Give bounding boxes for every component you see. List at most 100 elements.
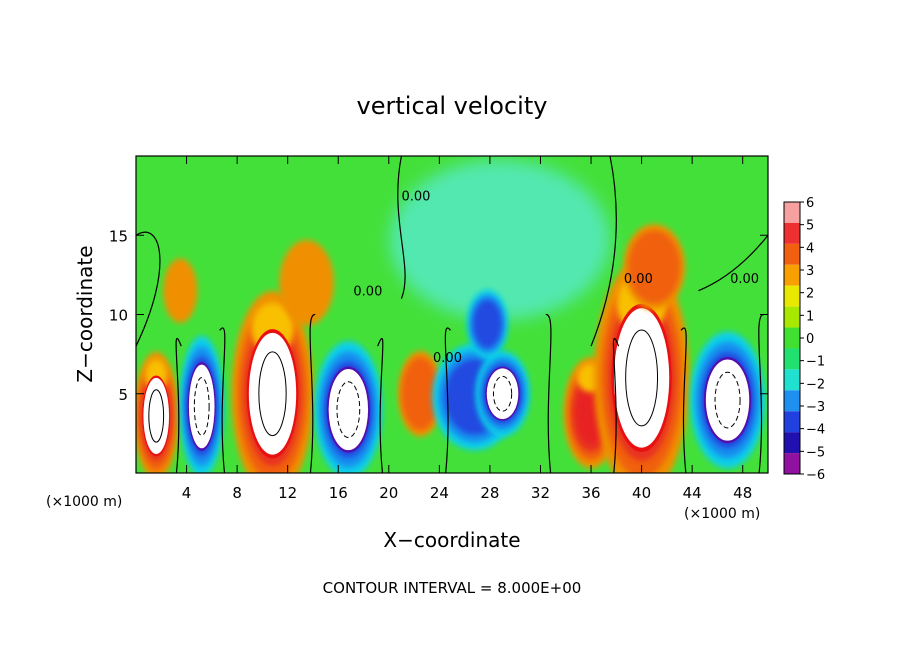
velocity-cell-11 <box>279 240 334 326</box>
velocity-cell-6 <box>475 350 530 437</box>
zero-contours <box>136 156 768 473</box>
y-tick-label: 5 <box>118 386 128 404</box>
cell-ring <box>279 240 334 326</box>
cell-ring <box>472 299 502 349</box>
contour-label-2: 0.00 <box>433 351 462 366</box>
colorbar-swatch <box>784 390 800 412</box>
zero-contour-line <box>136 231 161 347</box>
zero-contour-line <box>590 156 617 347</box>
cell-saturated-core <box>248 332 297 455</box>
x-tick-label: 32 <box>531 484 550 502</box>
contour-labels: 0.00 0.00 0.00 0.00 0.00 <box>353 189 759 366</box>
cell-inner-contour <box>193 377 210 436</box>
x-tick-label: 28 <box>480 484 499 502</box>
upper-cyan-wash <box>390 160 610 320</box>
x-tick-label: 36 <box>581 484 600 502</box>
y-axis-label: Z−coordinate <box>73 245 97 382</box>
cell-ring <box>628 230 681 304</box>
colorbar-label: 3 <box>806 264 814 279</box>
colorbar-swatch <box>784 222 800 244</box>
colorbar-swatch <box>784 202 800 223</box>
velocity-cell-1 <box>179 335 224 473</box>
colorbar-label: −1 <box>806 355 825 370</box>
chart-title: vertical velocity <box>357 92 548 120</box>
colorbar-label: −3 <box>806 400 825 415</box>
colorbar-swatch <box>784 306 800 328</box>
cell-inner-contour <box>625 329 659 427</box>
cell-inner-contour <box>258 351 287 437</box>
velocity-cell-12 <box>163 258 198 323</box>
cell-saturated-core <box>188 364 215 449</box>
x-tick-label: 4 <box>182 484 192 502</box>
colorbar-swatch <box>784 411 800 433</box>
cell-saturated-core <box>486 368 519 420</box>
cell-saturated-core <box>705 359 750 441</box>
zero-contour-line <box>612 338 620 473</box>
zero-contour-line <box>698 234 768 292</box>
colorbar-swatch <box>784 453 800 474</box>
colorbar-swatch <box>784 264 800 286</box>
colorbar-label: −2 <box>806 377 825 392</box>
colorbar-swatch <box>784 285 800 307</box>
zero-contour-line <box>309 313 316 473</box>
x-tick-label: 12 <box>278 484 297 502</box>
colorbar-label: 4 <box>806 241 814 256</box>
x-tick-label: 20 <box>379 484 398 502</box>
velocity-cell-13 <box>623 224 685 310</box>
zero-contour-line <box>397 156 406 299</box>
x-axis-label: X−coordinate <box>383 528 520 552</box>
x-tick-label: 24 <box>430 484 449 502</box>
colorbar-label: 1 <box>806 309 814 324</box>
contour-label-3: 0.00 <box>624 272 653 287</box>
contour-interval-footer: CONTOUR INTERVAL = 8.000E+00 <box>323 579 582 597</box>
contour-label-4: 0.00 <box>730 272 759 287</box>
x-axis-ticks: 4 8 12 16 20 24 28 32 36 40 44 48 <box>182 156 752 502</box>
zero-contour-line <box>175 338 182 473</box>
colorbar-label: −4 <box>806 423 825 438</box>
zero-contour-line <box>377 338 384 473</box>
colorbar-swatch <box>784 327 800 349</box>
x-tick-label: 44 <box>683 484 702 502</box>
cell-saturated-core <box>613 308 670 448</box>
colorbar-swatch <box>784 243 800 265</box>
colorbar-swatch <box>784 348 800 370</box>
x-tick-label: 40 <box>632 484 651 502</box>
x-tick-label: 8 <box>232 484 242 502</box>
colorbar-label: 2 <box>806 287 814 302</box>
colorbar: 6 5 4 3 2 1 0 −1 −2 −3 −4 −5 −6 <box>783 196 825 483</box>
velocity-cell-0 <box>136 351 179 473</box>
velocity-cell-9 <box>593 260 690 473</box>
colorbar-label: 5 <box>806 219 814 234</box>
cell-inner-contour <box>336 381 361 438</box>
zero-contour-line <box>758 313 765 473</box>
velocity-cell-3 <box>314 341 383 473</box>
zero-contour-line <box>219 327 226 473</box>
zero-contour-line <box>444 327 451 473</box>
cell-inner-contour <box>714 371 741 429</box>
zero-contour-line <box>680 327 687 473</box>
colorbar-label: 6 <box>806 196 814 211</box>
cell-saturated-core <box>143 377 170 454</box>
cell-ring <box>163 258 198 323</box>
velocity-cell-4 <box>398 350 443 437</box>
velocity-cell-7 <box>466 289 508 359</box>
colorbar-swatch <box>784 369 800 391</box>
zero-contour-line <box>545 313 552 473</box>
cell-saturated-core <box>328 369 369 451</box>
x-unit-left: (×1000 m) <box>46 494 122 510</box>
colorbar-label: −5 <box>806 445 825 460</box>
contour-label-1: 0.00 <box>353 284 382 299</box>
cell-inner-contour <box>492 375 513 412</box>
heatmap-field: 0.00 0.00 0.00 0.00 0.00 <box>136 156 768 473</box>
x-tick-label: 48 <box>733 484 752 502</box>
y-axis-ticks: 5 10 15 <box>109 227 768 404</box>
colorbar-label: −6 <box>806 468 825 483</box>
velocity-cells <box>136 224 766 473</box>
colorbar-label: 0 <box>806 332 814 347</box>
contour-label-0: 0.00 <box>401 189 430 204</box>
x-unit-right: (×1000 m) <box>684 506 760 522</box>
y-tick-label: 15 <box>109 227 128 245</box>
y-tick-label: 10 <box>109 307 128 325</box>
velocity-cell-10 <box>690 331 766 469</box>
